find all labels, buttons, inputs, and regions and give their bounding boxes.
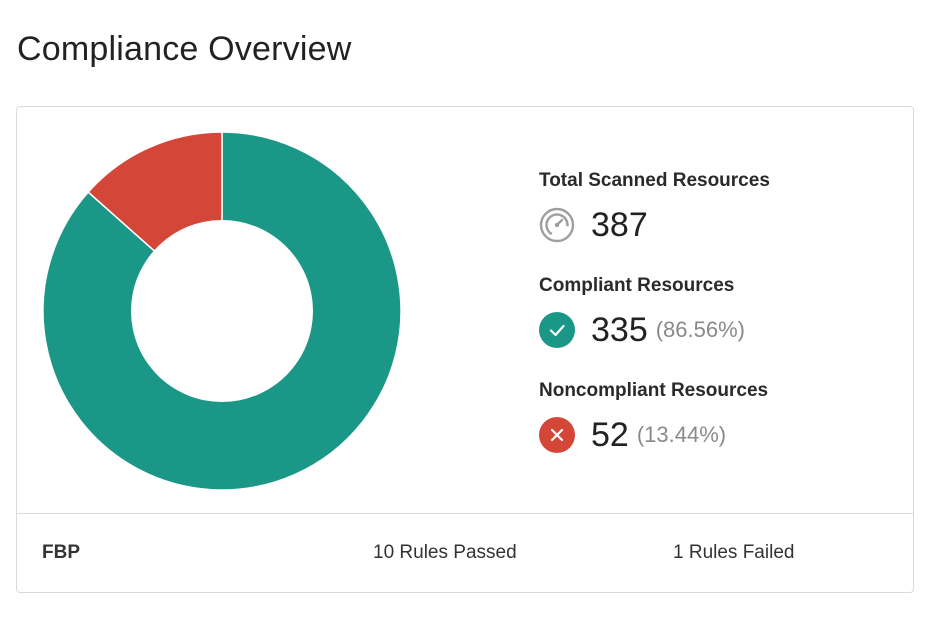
gauge-icon [539,207,575,243]
noncompliant-label: Noncompliant Resources [539,380,769,401]
compliant-percent: (86.56%) [655,317,746,342]
noncompliant-percent: (13.44%) [636,422,727,447]
stats-panel: Total Scanned Resources 387 Compliant Re… [539,169,879,484]
compliance-donut-chart [42,131,402,491]
compliant-value: 335 [591,310,648,349]
rules-passed: 10 Rules Passed [373,542,517,563]
page-title: Compliance Overview [17,30,352,68]
noncompliant-stat: Noncompliant Resources 52 (13.44%) [539,379,879,484]
total-scanned-value: 387 [591,205,648,244]
total-scanned-label: Total Scanned Resources [539,170,770,191]
x-circle-icon [539,417,575,453]
total-scanned-stat: Total Scanned Resources 387 [539,169,879,274]
benchmark-name: FBP [42,542,80,563]
rules-summary-row[interactable]: FBP 10 Rules Passed 1 Rules Failed [17,513,913,592]
compliant-label: Compliant Resources [539,275,735,296]
check-circle-icon [539,312,575,348]
compliant-stat: Compliant Resources 335 (86.56%) [539,274,879,379]
compliance-card: Total Scanned Resources 387 Compliant Re… [16,106,914,593]
noncompliant-value: 52 [591,415,629,454]
rules-failed: 1 Rules Failed [673,542,795,563]
